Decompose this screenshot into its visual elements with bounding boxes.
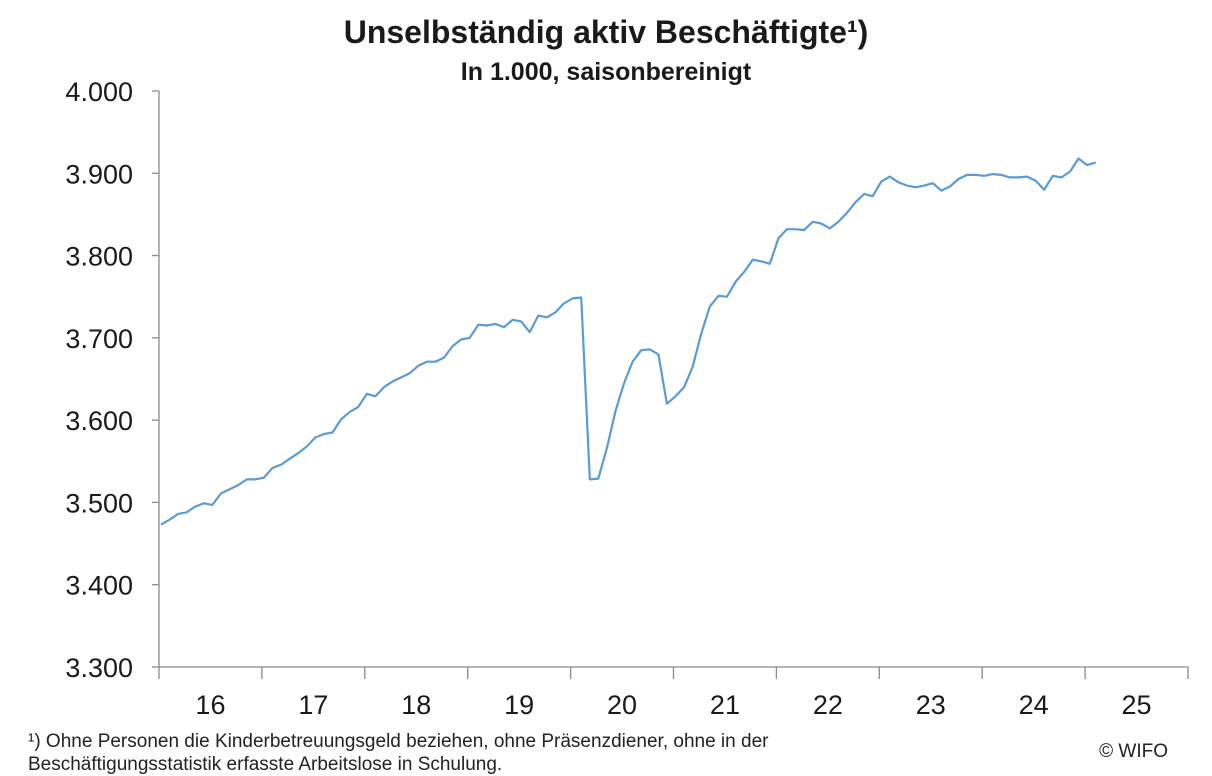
footnote: ¹) Ohne Personen die Kinderbetreuungsgel… — [28, 731, 769, 775]
x-tick-label: 24 — [1019, 690, 1049, 720]
x-tick-label: 18 — [401, 690, 431, 720]
y-tick-label: 3.500 — [65, 488, 133, 518]
plot-area — [160, 157, 1097, 526]
y-tick-label: 3.800 — [65, 242, 133, 272]
x-tick-label: 22 — [813, 690, 843, 720]
series-line — [160, 157, 1097, 526]
x-tick-label: 23 — [916, 690, 946, 720]
y-tick-label: 3.300 — [65, 653, 133, 683]
chart-title: Unselbständig aktiv Beschäftigte¹) — [343, 14, 869, 50]
y-tick-label: 3.600 — [65, 406, 133, 436]
copyright-text: © WIFO — [1099, 741, 1168, 762]
x-tick-label: 20 — [607, 690, 637, 720]
y-tick-label: 3.900 — [65, 159, 133, 189]
x-tick-label: 19 — [504, 690, 534, 720]
y-axis: 3.300 3.400 3.500 3.600 3.700 3.800 3.900 4.000 — [65, 77, 160, 683]
y-tick-label: 3.700 — [65, 324, 133, 354]
y-tick-label: 3.400 — [65, 571, 133, 601]
y-tick-label: 4.000 — [65, 77, 133, 107]
x-axis: 16 17 18 19 20 21 22 23 24 25 — [158, 666, 1189, 720]
x-tick-label: 25 — [1122, 690, 1152, 720]
x-tick-label: 21 — [710, 690, 740, 720]
chart-subtitle: In 1.000, saisonbereinigt — [460, 58, 752, 86]
x-tick-label: 16 — [195, 690, 225, 720]
x-tick-label: 17 — [298, 690, 328, 720]
